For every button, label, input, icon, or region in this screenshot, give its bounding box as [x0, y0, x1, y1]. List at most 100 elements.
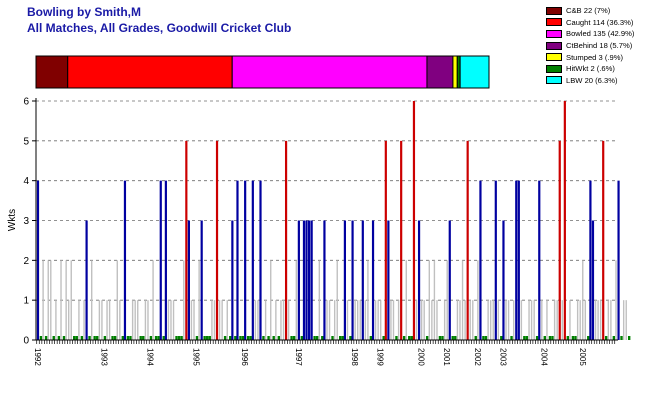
no-wicket-mark [162, 336, 165, 340]
no-wicket-mark [73, 336, 76, 340]
legend-item-bowled: Bowled 135 (42.9%) [546, 28, 634, 40]
no-wicket-mark [234, 336, 237, 340]
legend-item-cb: C&B 22 (7%) [546, 5, 634, 17]
y-tick-label: 5 [23, 136, 29, 147]
no-wicket-mark [438, 336, 442, 340]
no-wicket-mark [292, 336, 296, 340]
no-wicket-mark [180, 336, 183, 340]
no-wicket-mark [175, 336, 178, 340]
y-tick-label: 4 [23, 176, 29, 187]
no-wicket-mark [149, 336, 153, 340]
x-year-label: 2002 [473, 348, 482, 366]
no-wicket-mark [338, 336, 342, 340]
legend-label: HitWkt 2 (.6%) [566, 64, 615, 74]
legend-label: Bowled 135 (42.9%) [566, 29, 635, 39]
chart-title: Bowling by Smith,M [27, 5, 141, 19]
no-wicket-mark [612, 336, 616, 340]
no-wicket-mark [341, 336, 344, 340]
no-wicket-mark [382, 336, 385, 340]
no-wicket-mark [571, 336, 575, 340]
no-wicket-mark [195, 336, 199, 340]
x-year-label: 2000 [417, 348, 426, 366]
no-wicket-mark [88, 336, 91, 340]
no-wicket-mark [441, 336, 444, 340]
x-year-label: 2003 [498, 348, 507, 366]
no-wicket-mark [369, 336, 373, 340]
no-wicket-mark [93, 336, 96, 340]
no-wicket-mark [300, 336, 304, 340]
no-wicket-mark [482, 336, 485, 340]
legend-swatch [546, 29, 562, 38]
no-wicket-mark [402, 336, 406, 340]
stack-segment-caught [67, 55, 233, 89]
no-wicket-mark [454, 336, 457, 340]
x-year-label: 1995 [192, 348, 201, 366]
no-wicket-mark [52, 336, 55, 340]
x-year-label: 1998 [350, 348, 359, 366]
no-wicket-mark [142, 336, 145, 340]
no-wicket-mark [121, 336, 124, 340]
legend-item-hitwkt: HitWkt 2 (.6%) [546, 63, 634, 75]
x-year-label: 1999 [376, 348, 385, 366]
dismissal-legend: C&B 22 (7%) Caught 114 (36.3%) Bowled 135 … [546, 5, 634, 86]
no-wicket-mark [331, 336, 334, 340]
no-wicket-mark [315, 336, 319, 340]
no-wicket-mark [627, 336, 631, 340]
no-wicket-mark [177, 336, 181, 340]
no-wicket-mark [410, 336, 413, 340]
no-wicket-mark [75, 336, 78, 340]
no-wicket-mark [96, 336, 99, 340]
legend-swatch [546, 53, 562, 62]
no-wicket-mark [126, 336, 130, 340]
chart-subtitle: All Matches, All Grades, Goodwill Cricke… [27, 21, 292, 35]
no-wicket-mark [103, 336, 107, 340]
legend-item-caught: Caught 114 (36.3%) [546, 17, 634, 29]
legend-label: Caught 114 (36.3%) [566, 17, 634, 27]
legend-item-lbw: LBW 20 (6.3%) [546, 75, 634, 87]
dismissal-stacked-bar [35, 55, 490, 89]
legend-item-stumped: Stumped 3 (.9%) [546, 51, 634, 63]
x-year-label: 1992 [33, 348, 42, 366]
no-wicket-mark [395, 336, 398, 340]
no-wicket-mark [349, 336, 352, 340]
x-year-label: 2001 [442, 348, 451, 366]
legend-swatch [546, 6, 562, 15]
no-wicket-mark [510, 336, 513, 340]
legend-swatch [546, 41, 562, 50]
no-wicket-mark [80, 336, 84, 340]
no-wicket-mark [313, 336, 316, 340]
legend-label: CtBehind 18 (5.7%) [566, 41, 633, 51]
no-wicket-mark [208, 336, 211, 340]
no-wicket-mark [223, 336, 227, 340]
y-tick-label: 6 [23, 97, 29, 108]
no-wicket-mark [523, 336, 526, 340]
no-wicket-mark [548, 336, 552, 340]
no-wicket-mark [408, 336, 411, 340]
no-wicket-mark [205, 336, 209, 340]
no-wicket-mark [262, 336, 265, 340]
no-wicket-mark [111, 336, 114, 340]
no-wicket-mark [525, 336, 529, 340]
no-wicket-mark [500, 336, 503, 340]
x-year-label: 2004 [539, 348, 548, 366]
no-wicket-mark [139, 336, 142, 340]
wicket-bars [36, 101, 631, 340]
no-wicket-mark [604, 336, 608, 340]
no-wicket-mark [203, 336, 206, 340]
y-axis-label: Wkts [7, 209, 18, 231]
y-tick-label: 2 [23, 256, 29, 267]
no-wicket-mark [249, 336, 252, 340]
no-wicket-mark [277, 336, 281, 340]
no-wicket-mark [157, 336, 160, 340]
no-wicket-mark [239, 336, 242, 340]
no-wicket-mark [57, 336, 61, 340]
no-wicket-mark [272, 336, 275, 340]
x-year-label: 2005 [578, 348, 587, 366]
stack-segment-stumped [452, 55, 458, 89]
stack-segment-cb [35, 55, 69, 89]
x-year-label: 1997 [294, 348, 303, 366]
legend-label: C&B 22 (7%) [566, 6, 611, 16]
no-wicket-mark [154, 336, 158, 340]
